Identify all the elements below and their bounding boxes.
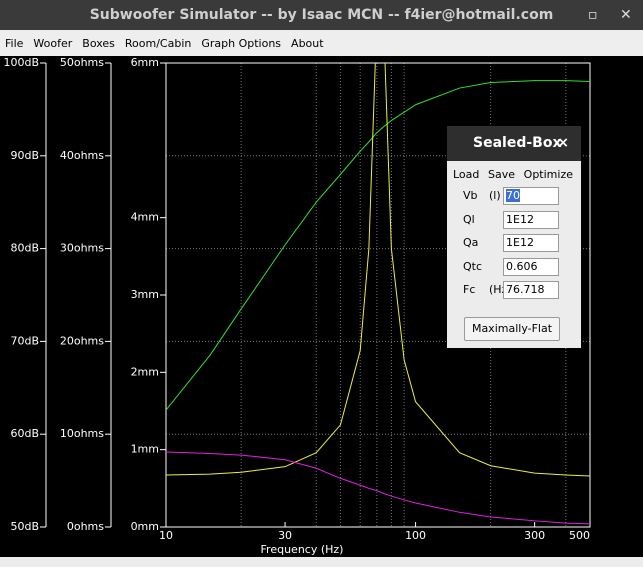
sealed-box-dialog: Sealed-Box × Load Save Optimize Vb (l) 70 Ql 1E…	[447, 126, 581, 348]
y3-tick-label: 4mm	[131, 211, 159, 224]
field-row: Vb (l) 70	[447, 185, 581, 209]
y-tick-label: 100dB	[3, 56, 39, 69]
field-value: 0.606	[506, 259, 538, 273]
field-input[interactable]: 76.718	[503, 281, 559, 299]
y2-tick-label: 20ohms	[60, 334, 104, 347]
y3-tick-label: 1mm	[131, 443, 159, 456]
dialog-menu: Load Save Optimize	[447, 161, 581, 185]
field-unit: (l)	[489, 189, 501, 202]
x-tick-label: 10	[159, 529, 173, 542]
field-row: Fc (Hz) 76.718	[447, 279, 581, 303]
x-tick-label: 30	[278, 529, 292, 542]
field-value: 70	[506, 189, 520, 202]
y2-tick-label: 0ohms	[67, 520, 104, 533]
y-tick-label: 80dB	[10, 242, 39, 255]
title-bar: Subwoofer Simulator -- by Isaac MCN -- f…	[0, 0, 643, 30]
menu-item[interactable]: Room/Cabin	[124, 37, 192, 50]
field-input[interactable]: 1E12	[503, 210, 559, 229]
menu-item[interactable]: About	[291, 37, 324, 50]
dialog-menu-item[interactable]: Load	[453, 168, 480, 181]
field-label: Vb	[463, 189, 478, 202]
dialog-title: Sealed-Box	[473, 135, 562, 151]
close-button[interactable]: ✕	[620, 7, 632, 23]
plot-border	[165, 62, 591, 528]
menu-item[interactable]: File	[5, 37, 24, 50]
x-tick-label: 300	[524, 529, 545, 542]
field-row: Ql 1E12	[447, 209, 581, 233]
x-tick-label: 100	[405, 529, 426, 542]
field-input[interactable]: 1E12	[503, 234, 559, 252]
field-row: Qtc 0.606	[447, 256, 581, 280]
maximally-flat-button[interactable]: Maximally-Flat	[464, 317, 560, 341]
y-tick-label: 90dB	[10, 149, 39, 162]
y-tick-label: 60dB	[10, 427, 39, 440]
dialog-fields: Vb (l) 70 Ql 1E12 Qa 1E12 Qtc 0.606 Fc (Hz) 76.718	[447, 185, 581, 303]
maximize-button[interactable]: ▫	[588, 7, 598, 23]
y-tick-label: 50dB	[10, 520, 39, 533]
x-axis-label: Frequency (Hz)	[261, 543, 344, 556]
dialog-menu-item[interactable]: Optimize	[523, 168, 573, 181]
menu-item[interactable]: Graph Options	[201, 37, 282, 50]
y3-tick-label: 6mm	[131, 56, 159, 69]
y2-tick-label: 30ohms	[60, 242, 104, 255]
dialog-close[interactable]: ×	[557, 135, 569, 151]
field-label: Qtc	[463, 259, 483, 273]
series-line	[166, 451, 590, 525]
y2-tick-label: 40ohms	[60, 149, 104, 162]
field-value: 76.718	[506, 283, 545, 296]
field-row: Qa 1E12	[447, 232, 581, 256]
x-tick-label: 500	[569, 529, 590, 542]
field-value: 1E12	[506, 236, 534, 249]
y3-tick-label: 2mm	[131, 365, 159, 378]
dialog-menu-item[interactable]: Save	[488, 168, 516, 181]
menu-item[interactable]: Woofer	[33, 37, 73, 50]
series-line	[166, 80, 590, 411]
menu-bar: File Woofer Boxes Room/Cabin Graph Options Ab…	[0, 30, 643, 56]
y3-tick-label: 0mm	[131, 520, 159, 533]
y2-tick-label: 50ohms	[60, 56, 104, 69]
field-input[interactable]: 70	[503, 187, 559, 205]
field-value: 1E12	[506, 212, 534, 226]
series-line	[166, 63, 590, 477]
menu-item[interactable]: Boxes	[82, 37, 115, 50]
field-input[interactable]: 0.606	[503, 257, 559, 276]
y2-tick-label: 10ohms	[60, 427, 104, 440]
field-label: Qa	[463, 236, 479, 249]
y-tick-label: 70dB	[10, 334, 39, 347]
field-label: Ql	[463, 212, 475, 226]
field-label: Fc	[463, 283, 476, 296]
dialog-title-bar: Sealed-Box ×	[447, 126, 581, 161]
y3-tick-label: 3mm	[131, 288, 159, 301]
window-title: Subwoofer Simulator -- by Isaac MCN -- f…	[89, 7, 554, 23]
